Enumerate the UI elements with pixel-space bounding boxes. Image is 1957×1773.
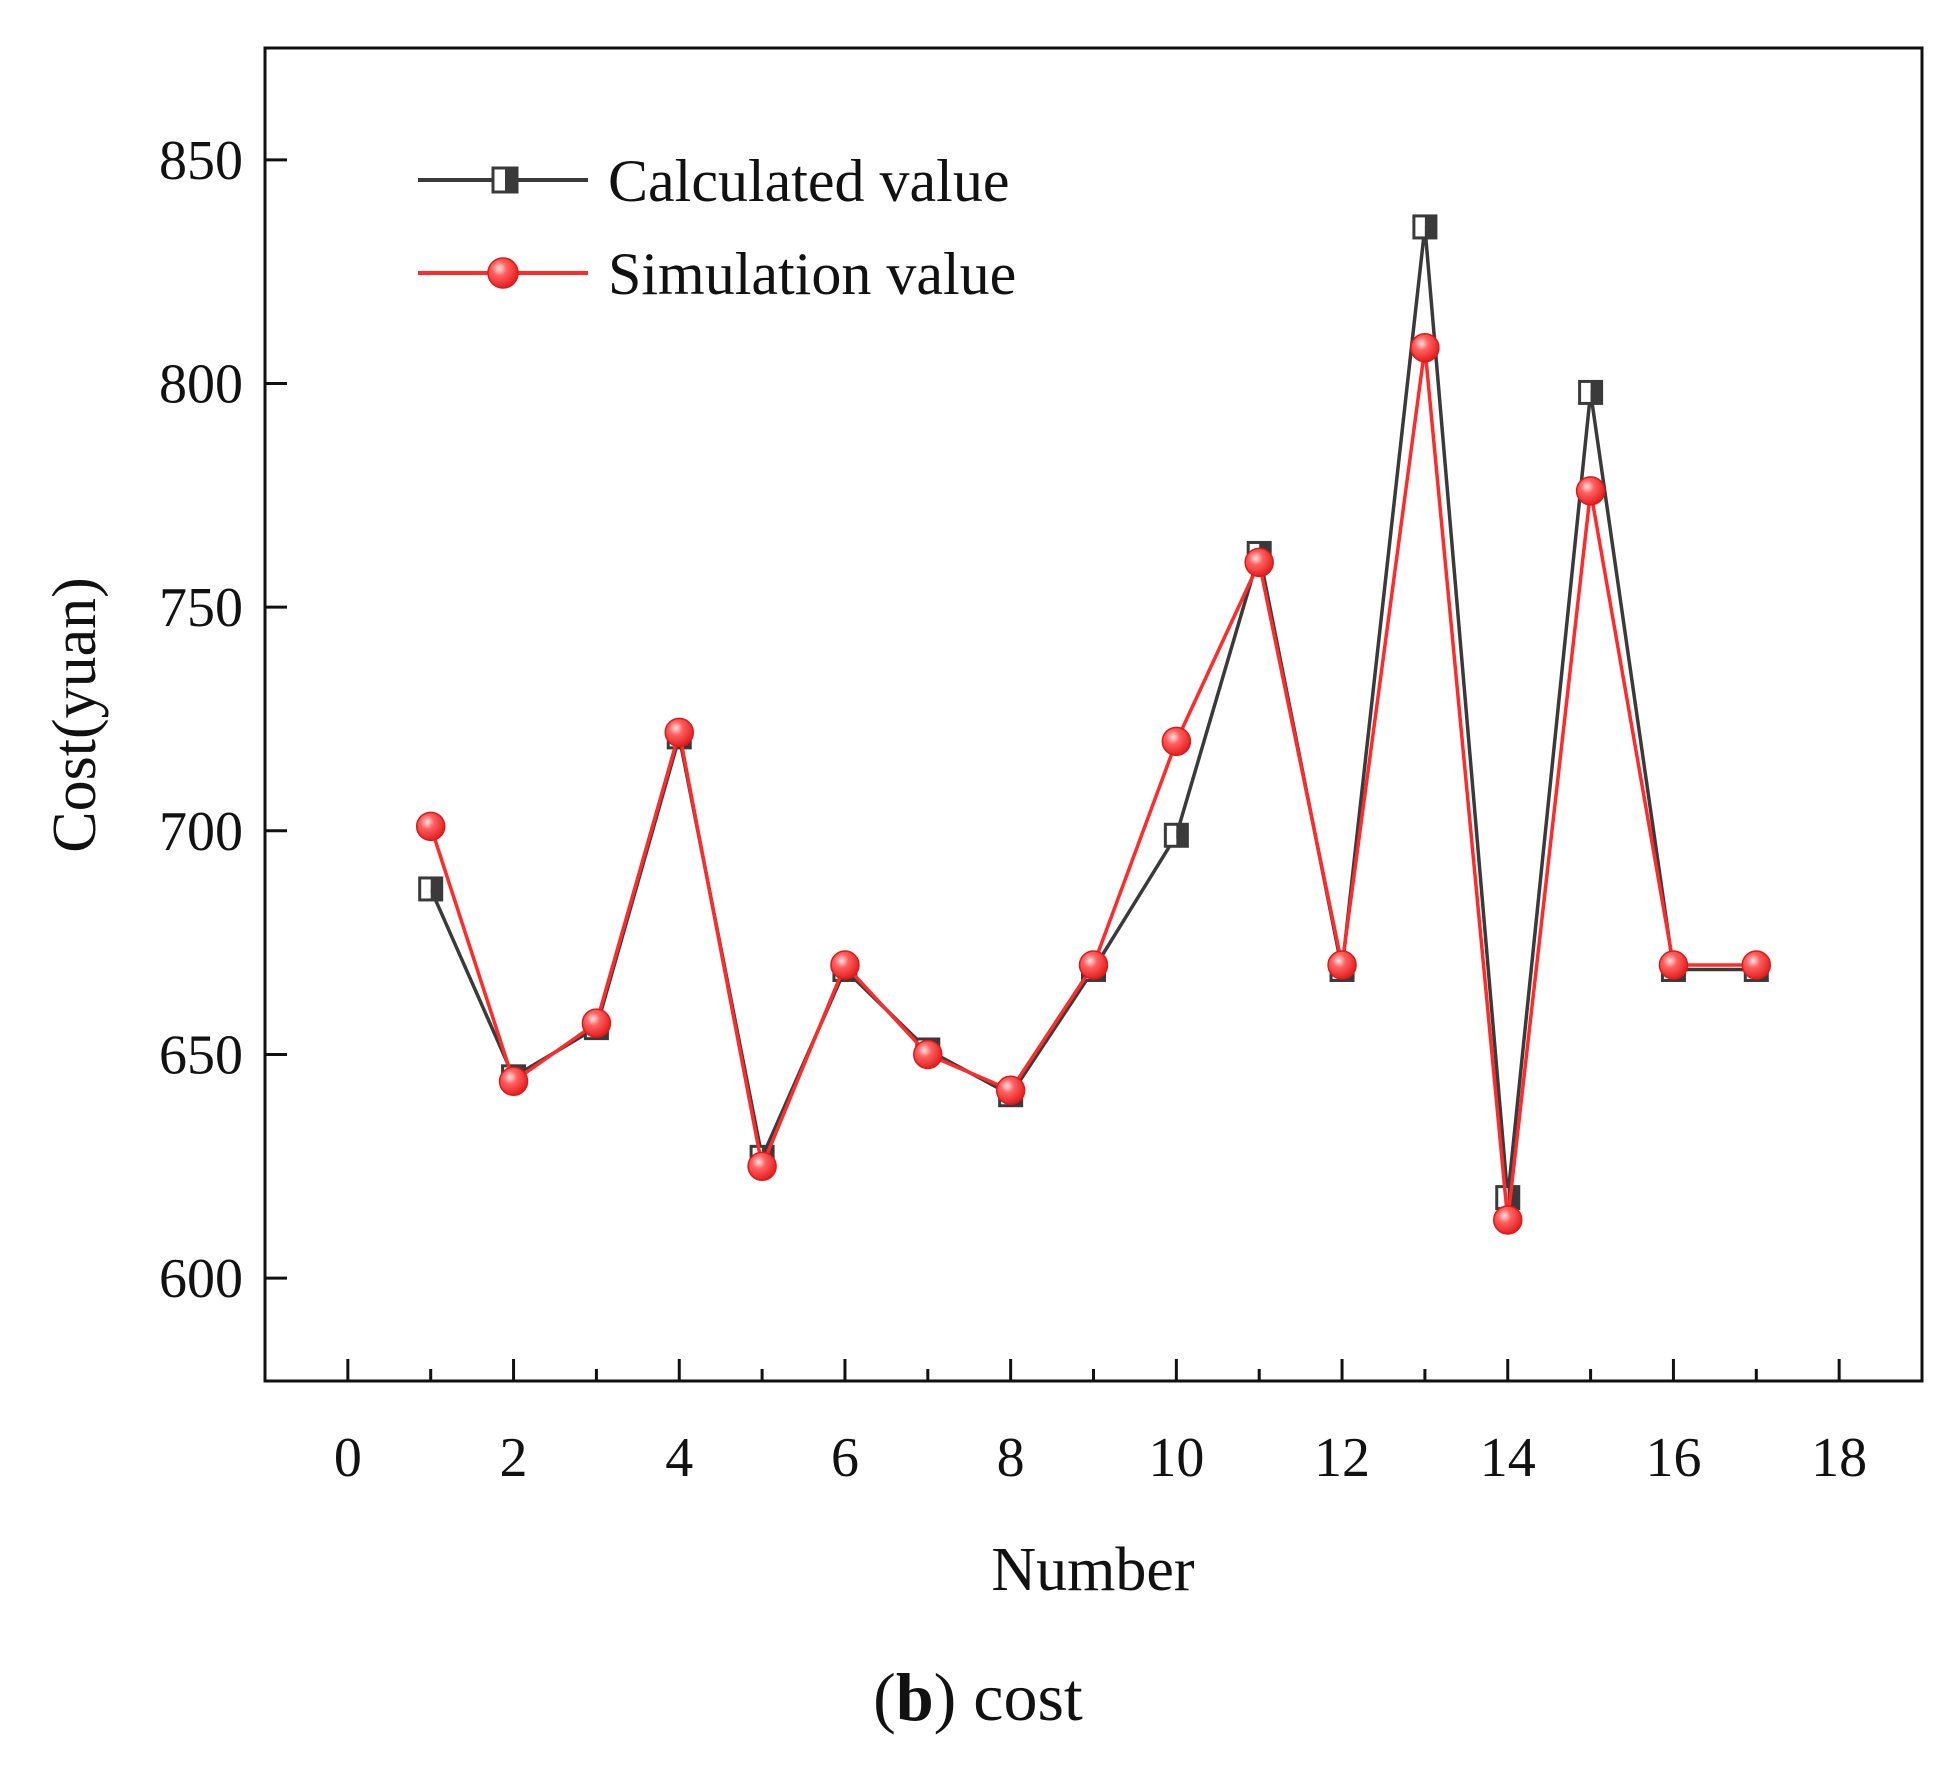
marker-left-half (419, 877, 431, 900)
caption-letter: b (896, 1659, 934, 1735)
y-tick-label: 750 (159, 577, 243, 639)
series-line-simulation (429, 345, 1757, 1222)
x-tick-label: 10 (1148, 1427, 1204, 1489)
figure-caption: (b) cost (873, 1659, 1083, 1735)
x-tick-label: 2 (500, 1427, 528, 1489)
data-point-calculated (1578, 379, 1604, 405)
marker-outline (418, 876, 444, 902)
data-point-calculated (418, 876, 444, 902)
caption-text: ) cost (934, 1659, 1083, 1735)
data-point-calculated (1412, 214, 1438, 240)
x-tick-label: 6 (831, 1427, 859, 1489)
marker-outline (1412, 214, 1438, 240)
marker-right-half (1176, 824, 1188, 847)
data-point-simulation (1327, 950, 1357, 980)
caption-open-paren: ( (873, 1659, 896, 1735)
y-tick-label: 700 (159, 801, 243, 863)
plot-frame (263, 46, 1924, 1383)
data-point-simulation (913, 1039, 943, 1070)
series-layer (415, 214, 1772, 1235)
data-point-simulation (1658, 950, 1689, 980)
data-point-simulation (830, 950, 860, 980)
legend-marker-simulation (487, 257, 519, 289)
data-point-simulation (1575, 476, 1606, 506)
x-tick-label: 16 (1645, 1427, 1701, 1489)
data-point-simulation (747, 1151, 777, 1182)
x-axis-ticks: 0 2 4 6 8 10 12 14 16 18 (334, 1359, 1867, 1489)
series-line-calculated (429, 225, 1757, 1200)
y-tick-label: 650 (159, 1024, 243, 1086)
x-tick-label: 0 (334, 1427, 362, 1489)
y-tick-label: 600 (159, 1248, 243, 1310)
series-simulation (415, 332, 1772, 1235)
data-point-simulation (581, 1008, 612, 1038)
y-tick-label: 800 (159, 353, 243, 415)
data-point-simulation (1161, 726, 1192, 757)
data-point-simulation (1493, 1205, 1523, 1235)
x-tick-label: 12 (1314, 1427, 1370, 1489)
marker-left-half (1579, 381, 1591, 404)
y-axis-ticks: 600 650 700 750 800 850 (159, 130, 287, 1310)
x-tick-label: 18 (1811, 1427, 1867, 1489)
marker-right-half (430, 877, 442, 900)
data-point-simulation (995, 1075, 1026, 1105)
marker-right-half (1590, 381, 1602, 404)
data-point-simulation (498, 1066, 529, 1097)
x-axis-title: Number (991, 1536, 1195, 1604)
x-tick-label: 4 (665, 1427, 693, 1489)
x-tick-label: 14 (1480, 1427, 1536, 1489)
marker-outline (1163, 822, 1189, 848)
data-point-calculated (1163, 822, 1189, 848)
data-point-simulation (1244, 547, 1274, 578)
legend-marker-calculated (491, 166, 519, 194)
data-point-simulation (664, 717, 694, 748)
y-tick-label: 850 (159, 130, 243, 192)
marker-left-half (1165, 824, 1177, 847)
marker-right-half (1507, 1186, 1519, 1209)
legend-label-simulation: Simulation value (608, 241, 1016, 307)
data-point-simulation (415, 811, 446, 842)
data-point-simulation (1741, 950, 1772, 980)
marker-outline (1578, 379, 1604, 405)
data-point-simulation (1410, 332, 1440, 363)
data-point-simulation (1078, 950, 1109, 980)
legend-label-calculated: Calculated value (608, 148, 1009, 214)
marker-left-half (1413, 215, 1425, 238)
marker-right-half (1424, 215, 1436, 238)
marker-left-half (1496, 1186, 1508, 1209)
y-axis-title: Cost(yuan) (41, 577, 109, 853)
legend: Calculated value Simulation value (418, 148, 1016, 307)
x-tick-label: 8 (997, 1427, 1025, 1489)
